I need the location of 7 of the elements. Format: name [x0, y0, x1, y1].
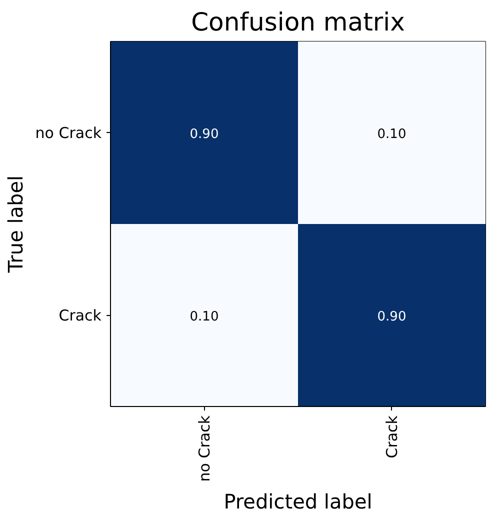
- y-axis-title: True label: [3, 175, 28, 274]
- data-label: 0.10: [377, 126, 406, 142]
- data-label: 0.90: [377, 309, 406, 324]
- chart-title: Confusion matrix: [191, 8, 405, 36]
- data-label: 0.10: [190, 309, 219, 324]
- data-label: 0.90: [190, 126, 219, 142]
- x-axis-title: Predicted label: [224, 490, 372, 514]
